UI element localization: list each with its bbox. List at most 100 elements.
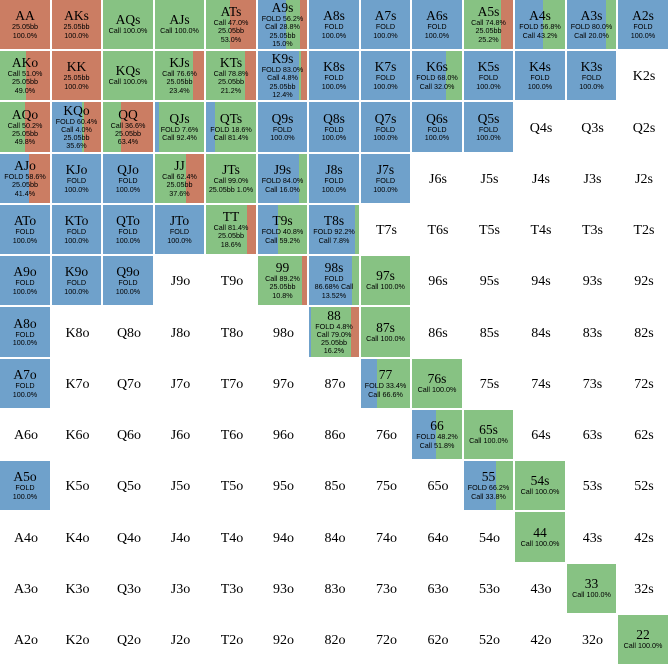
hand-cell[interactable]: 98o: [258, 307, 309, 359]
hand-cell[interactable]: T8s FOLD 92.2% Call 7.8%: [309, 205, 359, 254]
hand-cell[interactable]: 22 Call 100.0%: [618, 615, 668, 664]
hand-cell[interactable]: 66 FOLD 48.2% Call 51.8%: [412, 410, 462, 459]
hand-cell[interactable]: T6s: [412, 205, 464, 256]
hand-cell[interactable]: Q7o: [103, 359, 155, 410]
hand-cell[interactable]: JTs Call 99.0% 25.05bb 1.0%: [206, 154, 256, 203]
hand-cell[interactable]: T5o: [206, 461, 258, 512]
hand-cell[interactable]: 32o: [567, 615, 618, 666]
hand-cell[interactable]: Q4s: [515, 102, 567, 154]
hand-cell[interactable]: 64s: [515, 410, 567, 461]
hand-cell[interactable]: K5s FOLD 100.0%: [464, 51, 513, 100]
hand-cell[interactable]: QTo FOLD 100.0%: [103, 205, 153, 254]
hand-cell[interactable]: Q4o: [103, 512, 155, 564]
hand-cell[interactable]: A6o: [0, 410, 52, 461]
hand-cell[interactable]: A4o: [0, 512, 52, 564]
hand-cell[interactable]: 84s: [515, 307, 567, 359]
hand-cell[interactable]: 52s: [618, 461, 670, 512]
hand-cell[interactable]: QQ Call 36.6% 25.05bb 63.4%: [103, 102, 153, 152]
hand-cell[interactable]: AJo FOLD 58.6% 25.05bb 41.4%: [0, 154, 50, 203]
hand-cell[interactable]: K6s FOLD 68.0% Call 32.0%: [412, 51, 462, 100]
hand-cell[interactable]: T7o: [206, 359, 258, 410]
hand-cell[interactable]: QTs FOLD 18.6% Call 81.4%: [206, 102, 256, 152]
hand-cell[interactable]: K6o: [52, 410, 103, 461]
hand-cell[interactable]: Q3o: [103, 564, 155, 615]
hand-cell[interactable]: T5s: [464, 205, 515, 256]
hand-cell[interactable]: K9s FOLD 83.0% Call 4.8% 25.05bb 12.4%: [258, 51, 307, 100]
hand-cell[interactable]: T2o: [206, 615, 258, 666]
hand-cell[interactable]: 54s Call 100.0%: [515, 461, 565, 510]
hand-cell[interactable]: 87o: [309, 359, 361, 410]
hand-cell[interactable]: K4s FOLD 100.0%: [515, 51, 565, 100]
hand-cell[interactable]: A2s FOLD 100.0%: [618, 0, 668, 49]
hand-cell[interactable]: 43o: [515, 564, 567, 615]
hand-cell[interactable]: KTs Call 78.8% 25.05bb 21.2%: [206, 51, 256, 100]
hand-cell[interactable]: A4s FOLD 56.8% Call 43.2%: [515, 0, 565, 49]
hand-cell[interactable]: K8s FOLD 100.0%: [309, 51, 359, 100]
hand-cell[interactable]: KQs Call 100.0%: [103, 51, 153, 100]
hand-cell[interactable]: J6s: [412, 154, 464, 205]
hand-cell[interactable]: 97o: [258, 359, 309, 410]
hand-cell[interactable]: 65o: [412, 461, 464, 512]
hand-cell[interactable]: J2o: [155, 615, 206, 666]
hand-cell[interactable]: 74o: [361, 512, 412, 564]
hand-cell[interactable]: 83o: [309, 564, 361, 615]
hand-cell[interactable]: T3o: [206, 564, 258, 615]
hand-cell[interactable]: T3s: [567, 205, 618, 256]
hand-cell[interactable]: QJs FOLD 7.6% Call 92.4%: [155, 102, 204, 152]
hand-cell[interactable]: Q7s FOLD 100.0%: [361, 102, 410, 152]
hand-cell[interactable]: 82s: [618, 307, 670, 359]
hand-cell[interactable]: 44 Call 100.0%: [515, 512, 565, 562]
hand-cell[interactable]: 75o: [361, 461, 412, 512]
hand-cell[interactable]: KQo FOLD 60.4% Call 4.0% 25.05bb 35.6%: [52, 102, 101, 152]
hand-cell[interactable]: K2o: [52, 615, 103, 666]
hand-cell[interactable]: 83s: [567, 307, 618, 359]
hand-cell[interactable]: J6o: [155, 410, 206, 461]
hand-cell[interactable]: A8o FOLD 100.0%: [0, 307, 50, 357]
hand-cell[interactable]: T4s: [515, 205, 567, 256]
hand-cell[interactable]: ATs Call 47.0% 25.05bb 53.0%: [206, 0, 256, 49]
hand-cell[interactable]: 43s: [567, 512, 618, 564]
hand-cell[interactable]: 64o: [412, 512, 464, 564]
hand-cell[interactable]: A3o: [0, 564, 52, 615]
hand-cell[interactable]: T9s FOLD 40.8% Call 59.2%: [258, 205, 307, 254]
hand-cell[interactable]: J7o: [155, 359, 206, 410]
hand-cell[interactable]: KJs Call 76.6% 25.05bb 23.4%: [155, 51, 204, 100]
hand-cell[interactable]: K3s FOLD 100.0%: [567, 51, 616, 100]
hand-cell[interactable]: J2s: [618, 154, 670, 205]
hand-cell[interactable]: 95s: [464, 256, 515, 307]
hand-cell[interactable]: A7s FOLD 100.0%: [361, 0, 410, 49]
hand-cell[interactable]: 72s: [618, 359, 670, 410]
hand-cell[interactable]: T8o: [206, 307, 258, 359]
hand-cell[interactable]: 54o: [464, 512, 515, 564]
hand-cell[interactable]: K7s FOLD 100.0%: [361, 51, 410, 100]
hand-cell[interactable]: AA 25.05bb 100.0%: [0, 0, 50, 49]
hand-cell[interactable]: 85s: [464, 307, 515, 359]
hand-cell[interactable]: AQs Call 100.0%: [103, 0, 153, 49]
hand-cell[interactable]: T2s: [618, 205, 670, 256]
hand-cell[interactable]: Q9o FOLD 100.0%: [103, 256, 153, 305]
hand-cell[interactable]: K9o FOLD 100.0%: [52, 256, 101, 305]
hand-cell[interactable]: Q6o: [103, 410, 155, 461]
hand-cell[interactable]: KJo FOLD 100.0%: [52, 154, 101, 203]
hand-cell[interactable]: JTo FOLD 100.0%: [155, 205, 204, 254]
hand-cell[interactable]: T9o: [206, 256, 258, 307]
hand-cell[interactable]: J3s: [567, 154, 618, 205]
hand-cell[interactable]: 94s: [515, 256, 567, 307]
hand-cell[interactable]: TT Call 81.4% 25.05bb 18.6%: [206, 205, 256, 254]
hand-cell[interactable]: 53s: [567, 461, 618, 512]
hand-cell[interactable]: A9s FOLD 56.2% Call 28.8% 25.05bb 15.0%: [258, 0, 307, 49]
hand-cell[interactable]: Q2o: [103, 615, 155, 666]
hand-cell[interactable]: 75s: [464, 359, 515, 410]
hand-cell[interactable]: K4o: [52, 512, 103, 564]
hand-cell[interactable]: T7s: [361, 205, 412, 256]
hand-cell[interactable]: 76s Call 100.0%: [412, 359, 462, 408]
hand-cell[interactable]: 76o: [361, 410, 412, 461]
hand-cell[interactable]: J9s FOLD 84.0% Call 16.0%: [258, 154, 307, 203]
hand-cell[interactable]: 33 Call 100.0%: [567, 564, 616, 613]
hand-cell[interactable]: 73s: [567, 359, 618, 410]
hand-cell[interactable]: 84o: [309, 512, 361, 564]
hand-cell[interactable]: 72o: [361, 615, 412, 666]
hand-cell[interactable]: QJo FOLD 100.0%: [103, 154, 153, 203]
hand-cell[interactable]: J9o: [155, 256, 206, 307]
hand-cell[interactable]: 52o: [464, 615, 515, 666]
